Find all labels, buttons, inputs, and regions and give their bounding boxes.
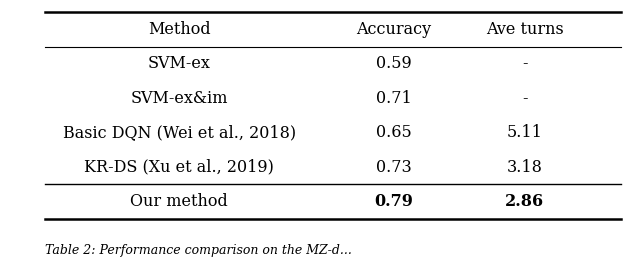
Text: Table 2: Performance comparison on the MZ-d...: Table 2: Performance comparison on the M… xyxy=(45,245,351,257)
Text: 0.65: 0.65 xyxy=(376,124,412,141)
Text: 2.86: 2.86 xyxy=(505,193,545,210)
Text: Our method: Our method xyxy=(131,193,228,210)
Text: SVM-ex&im: SVM-ex&im xyxy=(131,90,228,107)
Text: -: - xyxy=(522,55,527,72)
Text: 3.18: 3.18 xyxy=(507,159,543,176)
Text: 0.59: 0.59 xyxy=(376,55,412,72)
Text: KR-DS (Xu et al., 2019): KR-DS (Xu et al., 2019) xyxy=(84,159,274,176)
Text: -: - xyxy=(522,90,527,107)
Text: 5.11: 5.11 xyxy=(507,124,543,141)
Text: Accuracy: Accuracy xyxy=(356,21,431,38)
Text: 0.71: 0.71 xyxy=(376,90,412,107)
Text: Ave turns: Ave turns xyxy=(486,21,564,38)
Text: SVM-ex: SVM-ex xyxy=(148,55,211,72)
Text: 0.79: 0.79 xyxy=(374,193,413,210)
Text: 0.73: 0.73 xyxy=(376,159,412,176)
Text: Basic DQN (Wei et al., 2018): Basic DQN (Wei et al., 2018) xyxy=(63,124,296,141)
Text: Method: Method xyxy=(148,21,211,38)
